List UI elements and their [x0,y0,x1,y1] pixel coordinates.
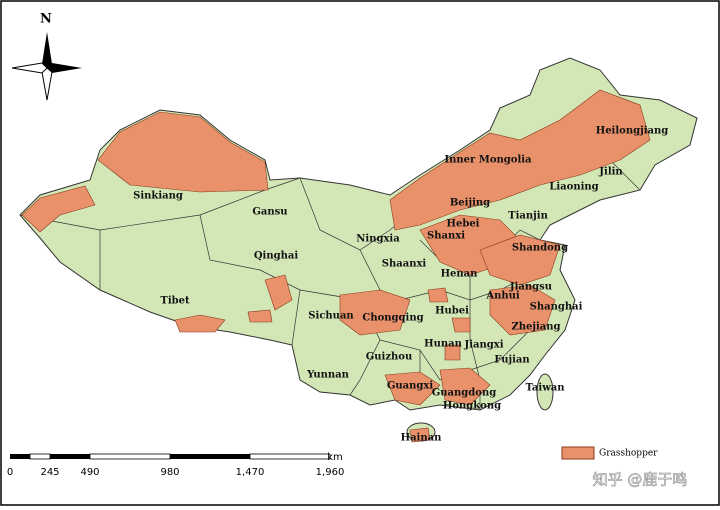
region-label: Chongqing [362,313,423,324]
region-label: Guizhou [366,352,413,363]
legend-swatch [561,446,595,460]
scale-label: 1,470 [236,467,265,478]
region-label: Tibet [160,296,190,307]
region-label: Hunan [424,339,462,350]
region-label: Yunnan [306,370,350,381]
legend-label: Grasshopper [599,449,658,459]
region-label: Henan [441,269,479,280]
region-label: Shaanxi [382,259,427,270]
region-label: Guangxi [387,381,434,392]
region-label: Qinghai [254,251,299,262]
scale-label: 245 [40,467,59,478]
region-label: Liaoning [549,182,598,193]
region-label: Taiwan [525,383,565,394]
region-label: Ningxia [356,234,400,245]
scale-unit: km [327,452,343,463]
scale-label: 980 [160,467,179,478]
north-arrow: N [11,12,82,101]
taiwan-shape [536,373,554,411]
north-label: N [40,12,52,27]
legend: Grasshopper [561,446,658,460]
region-label: Heilongjiang [596,126,669,137]
region-label: Anhui [485,291,520,302]
region-label: Hongkong [443,401,501,412]
region-label: Hubei [435,306,469,317]
region-label: Jilin [598,167,623,178]
scale-bar: km [10,452,343,463]
scale-labels: 0 245 490 980 1,470 1,960 [7,467,345,478]
region-label: Shanxi [427,231,465,242]
region-label: Inner Mongolia [444,155,532,166]
region-label: Fujian [494,355,530,366]
region-label: Hainan [401,433,442,444]
region-labels: Sinkiang Gansu Qinghai Tibet Inner Mongolia H… [133,126,668,444]
scale-label: 490 [80,467,99,478]
region-label: Gansu [252,207,287,218]
region-label: Jiangsu [509,282,552,293]
region-label: Tianjin [508,211,548,222]
region-label: Hebei [447,219,480,230]
scale-label: 0 [7,467,13,478]
region-label: Sinkiang [133,191,183,202]
region-label: Zhejiang [511,322,560,333]
region-label: Sichuan [308,311,354,322]
region-label: Jiangxi [463,340,503,351]
region-label: Shanghai [530,302,583,313]
region-label: Shandong [512,243,568,254]
region-label: Beijing [450,198,490,209]
scale-label: 1,960 [316,467,345,478]
region-label: Guangdong [432,388,496,399]
watermark: 知乎 @鹿于鸣 [593,471,688,489]
occurrence-patches [21,89,651,443]
